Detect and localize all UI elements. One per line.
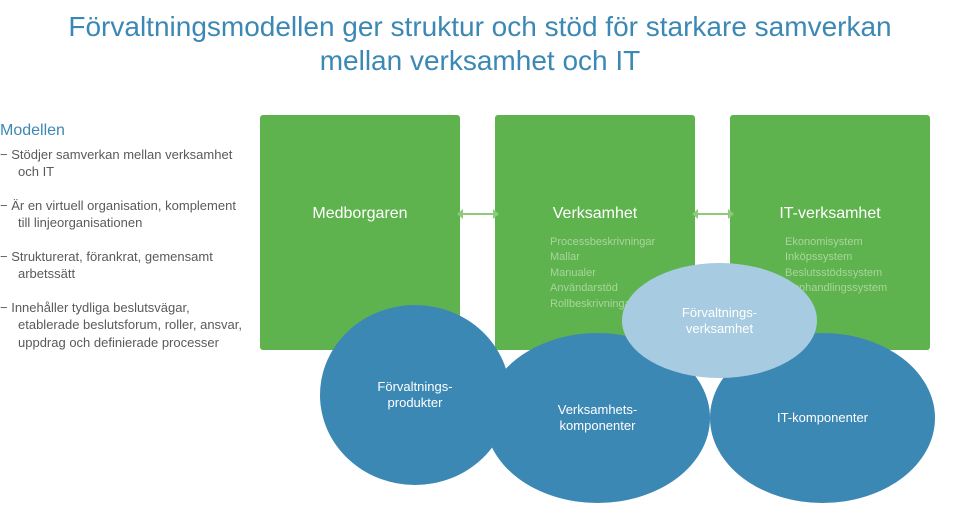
sublist-item: Inköpssystem [785, 250, 930, 265]
diagram-area: Medborgaren Verksamhet IT-verksamhet Pro… [260, 115, 950, 525]
ellipse-forvprod-l2: produkter [388, 395, 443, 410]
bullet-3: Strukturerat, förankrat, gemensamt arbet… [0, 248, 250, 283]
sublist-item: Mallar [550, 250, 695, 265]
sublist-item: Beslutsstödssystem [785, 266, 930, 281]
label-it-verksamhet: IT-verksamhet [730, 205, 930, 223]
label-verksamhet: Verksamhet [495, 205, 695, 223]
ellipse-forvverk-l1: Förvaltnings- [682, 305, 757, 320]
left-column: Modellen Stödjer samverkan mellan verksa… [0, 120, 250, 368]
bullet-4: Innehåller tydliga beslutsvägar, etabler… [0, 299, 250, 352]
bullet-1: Stödjer samverkan mellan verksamhet och … [0, 146, 250, 181]
title-line1: Förvaltningsmodellen ger struktur och st… [68, 11, 891, 42]
sublist-item: Ekonomisystem [785, 235, 930, 250]
ellipse-itkomp-l1: IT-komponenter [777, 410, 868, 425]
ellipse-verkkomp-l2: komponenter [560, 418, 636, 433]
ellipse-forvaltningsverksamhet: Förvaltnings-verksamhet [622, 263, 817, 378]
label-medborgaren: Medborgaren [260, 205, 460, 223]
arrow-left-mid [463, 213, 493, 215]
page-title: Förvaltningsmodellen ger struktur och st… [0, 0, 960, 77]
ellipse-forvverk-l2: verksamhet [686, 321, 753, 336]
bullet-2: Är en virtuell organisation, komplement … [0, 197, 250, 232]
ellipse-forvaltningsprodukter: Förvaltnings-produkter [320, 305, 510, 485]
ellipse-verkkomp-l1: Verksamhets- [558, 402, 637, 417]
ellipse-forvprod-l1: Förvaltnings- [377, 379, 452, 394]
sublist-item: Processbeskrivningar [550, 235, 695, 250]
arrow-mid-right [698, 213, 728, 215]
title-line2: mellan verksamhet och IT [320, 45, 641, 76]
modellen-heading: Modellen [0, 120, 250, 142]
